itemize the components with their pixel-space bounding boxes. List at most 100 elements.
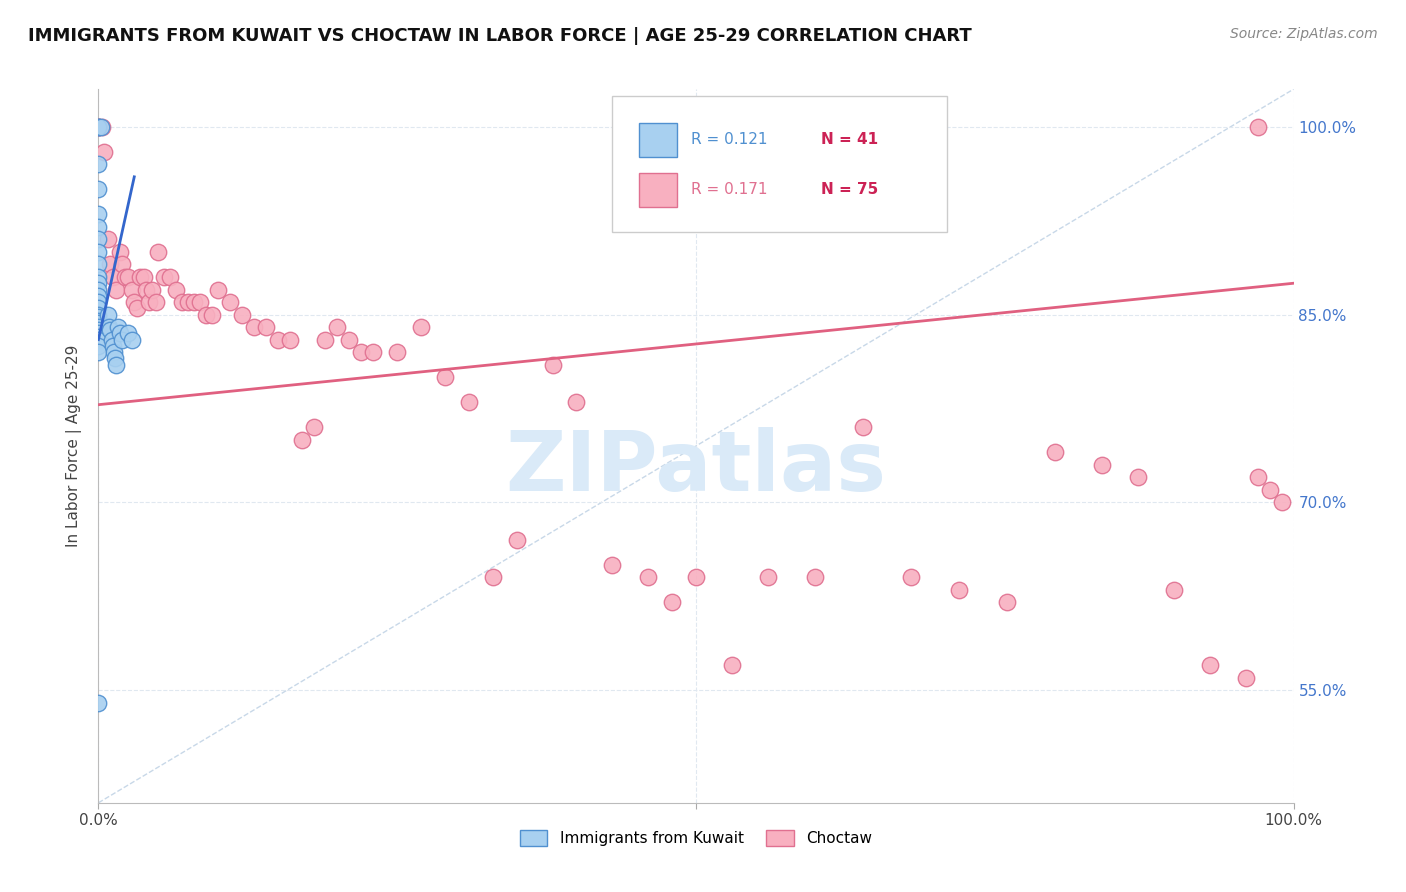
Point	[201, 308, 224, 322]
Point	[153, 270, 176, 285]
Point	[721, 658, 744, 673]
Point	[121, 333, 143, 347]
Point	[129, 270, 152, 285]
Point	[172, 295, 194, 310]
Text: N = 41: N = 41	[821, 132, 879, 146]
Point	[219, 295, 242, 310]
Point	[87, 310, 110, 324]
Point	[98, 322, 122, 336]
Point	[87, 289, 110, 303]
Text: R = 0.121: R = 0.121	[692, 132, 768, 146]
Text: IMMIGRANTS FROM KUWAIT VS CHOCTAW IN LABOR FORCE | AGE 25-29 CORRELATION CHART: IMMIGRANTS FROM KUWAIT VS CHOCTAW IN LAB…	[28, 27, 972, 45]
Point	[141, 283, 163, 297]
Point	[541, 358, 564, 372]
Point	[98, 320, 121, 334]
Point	[254, 320, 277, 334]
Point	[1091, 458, 1114, 472]
Point	[105, 358, 128, 372]
Point	[108, 326, 131, 341]
Point	[1258, 483, 1281, 497]
Point	[565, 395, 588, 409]
Point	[188, 295, 211, 310]
Point	[97, 308, 120, 322]
Point	[87, 120, 110, 134]
Point	[117, 326, 139, 341]
Point	[302, 420, 325, 434]
Text: N = 75: N = 75	[821, 182, 879, 196]
Point	[1128, 470, 1150, 484]
Point	[506, 533, 529, 547]
Point	[852, 420, 875, 434]
Point	[101, 270, 124, 285]
Point	[87, 219, 110, 234]
Point	[900, 570, 922, 584]
Point	[108, 244, 131, 259]
Point	[1043, 445, 1066, 459]
Point	[105, 283, 128, 297]
Point	[103, 345, 125, 359]
Point	[243, 320, 266, 334]
Text: ZIPatlas: ZIPatlas	[506, 427, 886, 508]
Text: Source: ZipAtlas.com: Source: ZipAtlas.com	[1230, 27, 1378, 41]
Legend: Immigrants from Kuwait, Choctaw: Immigrants from Kuwait, Choctaw	[513, 824, 879, 852]
Point	[87, 345, 110, 359]
Point	[90, 120, 112, 134]
Point	[93, 145, 115, 159]
FancyBboxPatch shape	[613, 96, 948, 232]
Point	[132, 270, 155, 285]
Point	[117, 270, 139, 285]
Point	[135, 283, 157, 297]
Point	[87, 320, 110, 334]
Point	[148, 244, 170, 259]
Point	[100, 333, 122, 347]
Point	[995, 595, 1018, 609]
Point	[685, 570, 707, 584]
Point	[97, 232, 120, 246]
Point	[434, 370, 457, 384]
Point	[350, 345, 373, 359]
Point	[87, 120, 110, 134]
Point	[87, 283, 110, 297]
Text: R = 0.171: R = 0.171	[692, 182, 768, 196]
FancyBboxPatch shape	[638, 173, 676, 207]
Point	[87, 322, 110, 336]
Point	[326, 320, 349, 334]
Point	[1199, 658, 1222, 673]
Point	[267, 333, 290, 347]
Point	[87, 120, 110, 134]
Point	[315, 333, 337, 347]
Point	[104, 351, 127, 366]
Point	[87, 257, 110, 271]
Point	[87, 232, 110, 246]
Point	[458, 395, 481, 409]
Point	[481, 570, 505, 584]
Point	[1247, 120, 1270, 134]
Point	[87, 157, 110, 171]
Point	[145, 295, 167, 310]
Point	[121, 283, 143, 297]
Point	[87, 301, 110, 316]
Point	[125, 301, 148, 316]
Point	[87, 314, 110, 328]
Point	[98, 257, 122, 271]
Point	[101, 339, 124, 353]
Point	[87, 182, 110, 196]
Point	[138, 295, 160, 310]
Point	[87, 120, 110, 134]
Point	[231, 308, 253, 322]
Point	[87, 244, 110, 259]
Point	[111, 333, 134, 347]
Point	[87, 339, 110, 353]
Point	[114, 270, 136, 285]
Point	[195, 308, 218, 322]
Point	[207, 283, 229, 297]
Point	[948, 582, 970, 597]
Point	[411, 320, 433, 334]
Point	[87, 333, 110, 347]
Point	[1247, 470, 1270, 484]
Point	[87, 270, 110, 285]
Point	[107, 320, 129, 334]
Point	[756, 570, 779, 584]
Y-axis label: In Labor Force | Age 25-29: In Labor Force | Age 25-29	[66, 345, 83, 547]
Point	[91, 120, 114, 134]
